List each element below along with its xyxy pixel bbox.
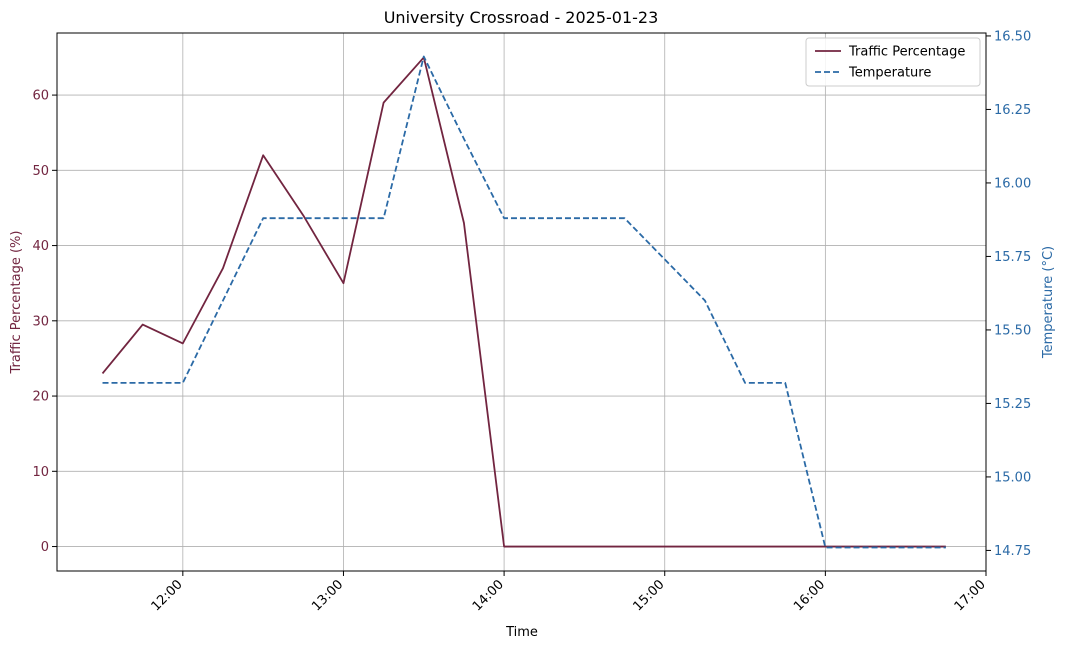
y-left-tick-label: 10 [32,465,49,480]
x-axis-label: Time [505,625,538,640]
x-axis: 12:00 13:00 14:00 15:00 16:00 17:00 [149,571,989,614]
y-right-tick-label: 16.00 [994,176,1031,191]
y-right-tick-label: 16.50 [994,29,1031,44]
y-axis-right-label: Temperature (°C) [1041,246,1056,359]
legend: Traffic Percentage Temperature [805,37,981,87]
x-tick-label: 17:00 [952,577,989,614]
y-axis-right: 14.75 15.00 15.25 15.50 15.75 16.00 16.25 16.50 [986,29,1031,559]
y-axis-left: 0 10 20 30 40 50 60 [32,89,57,555]
x-tick-label: 12:00 [149,577,186,614]
x-tick-label: 13:00 [309,577,346,614]
chart-title: University Crossroad - 2025-01-23 [384,8,659,27]
series-line-temperature [102,55,946,549]
y-right-tick-label: 15.50 [994,323,1031,338]
x-tick-label: 15:00 [630,577,667,614]
y-left-tick-label: 20 [32,390,49,405]
y-left-tick-label: 30 [32,314,49,329]
legend-box [805,37,981,87]
y-axis-left-label: Traffic Percentage (%) [9,231,24,375]
y-right-tick-label: 15.00 [994,470,1031,485]
grid-lines [57,33,987,571]
y-right-tick-label: 16.25 [994,103,1031,118]
x-tick-label: 14:00 [470,577,507,614]
y-left-tick-label: 50 [32,164,49,179]
plot-frame [56,32,987,572]
y-right-tick-label: 14.75 [994,544,1031,559]
series-line-traffic-percentage [101,56,946,548]
legend-label: Temperature [848,66,931,81]
y-left-tick-label: 40 [32,239,49,254]
y-left-tick-label: 60 [32,89,49,104]
series-layer [101,55,946,549]
legend-label: Traffic Percentage [848,45,965,60]
y-right-tick-label: 15.75 [994,250,1031,265]
y-left-tick-label: 0 [41,540,49,555]
y-right-tick-label: 15.25 [994,397,1031,412]
x-tick-label: 16:00 [791,577,828,614]
